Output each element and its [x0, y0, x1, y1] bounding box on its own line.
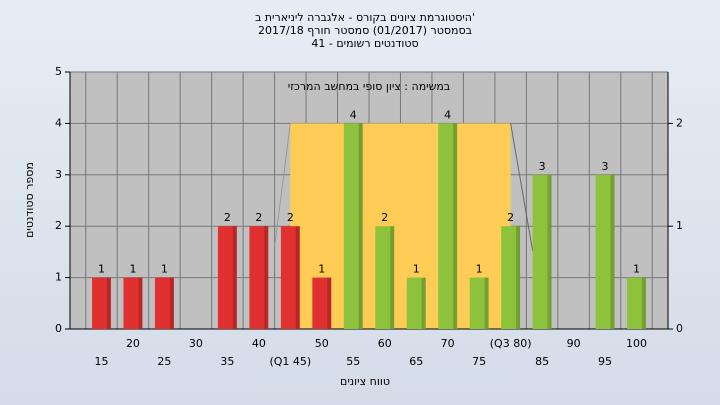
- bar-shade: [484, 277, 489, 329]
- data-label: 1: [318, 263, 325, 276]
- data-label: 1: [98, 263, 105, 276]
- y-tick-label: 0: [55, 322, 62, 335]
- bar-shade: [327, 277, 332, 329]
- bar: [406, 277, 426, 329]
- bar: [123, 277, 143, 329]
- bar: [501, 226, 521, 329]
- x-tick-label: (Q1 45): [269, 355, 311, 368]
- bar-shade: [516, 226, 521, 329]
- chart-title: בסמסטר (01/2017) סמסטר חורף 2017/18: [258, 24, 472, 37]
- x-tick-label: 100: [626, 337, 647, 350]
- x-tick-label: 75: [472, 355, 486, 368]
- bar-shade: [358, 123, 363, 330]
- data-label: 3: [602, 160, 609, 173]
- y-axis-label: מספר סטודנטים: [23, 162, 36, 238]
- bar: [375, 226, 395, 329]
- bar-shade: [610, 174, 615, 329]
- bar: [217, 226, 237, 329]
- y-tick-label: 3: [55, 168, 62, 181]
- data-label: 2: [255, 211, 262, 224]
- bar-shade: [169, 277, 174, 329]
- y2-tick-label: 2: [676, 116, 683, 129]
- data-label: 1: [633, 263, 640, 276]
- bar: [532, 174, 552, 329]
- x-tick-label: 95: [598, 355, 612, 368]
- bar-shade: [138, 277, 143, 329]
- chart-title: סטודנטים רשומים - 41: [311, 37, 418, 50]
- x-tick-label: 70: [441, 337, 455, 350]
- data-label: 2: [287, 211, 294, 224]
- bar: [438, 123, 458, 330]
- bar-shade: [453, 123, 458, 330]
- bar: [280, 226, 300, 329]
- chart-title: היסטוגרמת ציונים בקורס - אלגברה ליניארית…: [255, 11, 475, 24]
- bar-shade: [106, 277, 111, 329]
- data-label: 1: [161, 263, 168, 276]
- bar-shade: [390, 226, 395, 329]
- y-tick-label: 4: [55, 116, 62, 129]
- x-tick-label: 35: [220, 355, 234, 368]
- bar: [595, 174, 615, 329]
- bar: [627, 277, 646, 329]
- x-tick-label: 25: [157, 355, 171, 368]
- data-label: 1: [129, 263, 136, 276]
- y-tick-label: 2: [55, 219, 62, 232]
- x-tick-label: 40: [252, 337, 266, 350]
- bar-shade: [295, 226, 300, 329]
- data-label: 4: [444, 108, 451, 121]
- bar: [92, 277, 111, 329]
- bar-shade: [232, 226, 237, 329]
- bar-shade: [421, 277, 426, 329]
- data-label: 4: [350, 108, 357, 121]
- x-tick-label: 55: [346, 355, 360, 368]
- x-tick-label: 60: [378, 337, 392, 350]
- y-tick-label: 1: [55, 271, 62, 284]
- data-label: 2: [507, 211, 514, 224]
- x-tick-label: 90: [567, 337, 581, 350]
- bar: [154, 277, 174, 329]
- x-tick-label: 30: [189, 337, 203, 350]
- x-tick-label: (Q3 80): [490, 337, 532, 350]
- y2-tick-label: 0: [676, 322, 683, 335]
- x-tick-label: 50: [315, 337, 329, 350]
- bar-shade: [264, 226, 269, 329]
- data-label: 3: [539, 160, 546, 173]
- x-tick-label: 65: [409, 355, 423, 368]
- x-axis-label: טווח ציונים: [340, 375, 390, 388]
- data-label: 1: [476, 263, 483, 276]
- quartile-edge: [274, 123, 291, 247]
- y2-tick-label: 1: [676, 219, 683, 232]
- bar: [249, 226, 269, 329]
- y-tick-label: 5: [55, 65, 62, 78]
- bar: [469, 277, 489, 329]
- x-tick-label: 85: [535, 355, 549, 368]
- data-label: 2: [224, 211, 231, 224]
- data-label: 1: [413, 263, 420, 276]
- bar: [343, 123, 363, 330]
- bar: [312, 277, 332, 329]
- data-label: 2: [381, 211, 388, 224]
- x-tick-label: 20: [126, 337, 140, 350]
- quartile-edge: [510, 123, 534, 251]
- annotation: במשימה : ציון סופי במחשב המרכזי: [288, 80, 451, 93]
- bar-shade: [547, 174, 552, 329]
- bar-shade: [641, 277, 646, 329]
- x-tick-label: 15: [94, 355, 108, 368]
